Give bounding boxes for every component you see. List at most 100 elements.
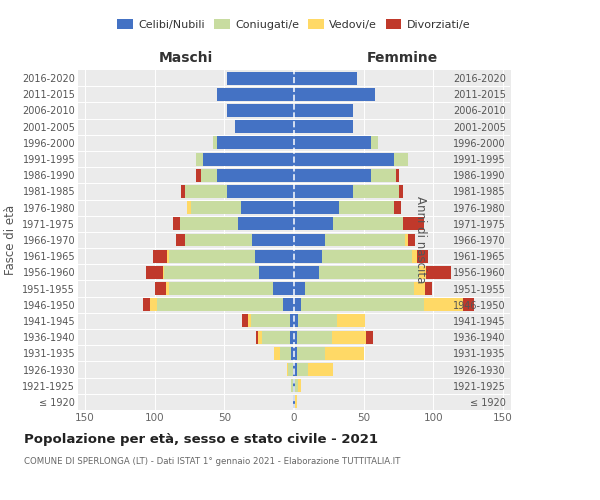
Bar [394, 152, 408, 166]
Text: Maschi: Maschi [159, 51, 213, 65]
Bar [294, 152, 394, 166]
Bar [227, 72, 294, 85]
Bar [294, 104, 353, 117]
Bar [295, 379, 298, 392]
Bar [298, 379, 301, 392]
Bar [176, 234, 185, 246]
Bar [291, 379, 293, 392]
Bar [337, 314, 365, 328]
Bar [167, 250, 169, 262]
Bar [294, 201, 338, 214]
Bar [155, 282, 166, 295]
Bar [297, 347, 325, 360]
Y-axis label: Fasce di età: Fasce di età [4, 205, 17, 275]
Bar [294, 88, 375, 101]
Bar [325, 234, 406, 246]
Legend: Celibi/Nubili, Coniugati/e, Vedovi/e, Divorziati/e: Celibi/Nubili, Coniugati/e, Vedovi/e, Di… [113, 14, 475, 34]
Text: COMUNE DI SPERLONGA (LT) - Dati ISTAT 1° gennaio 2021 - Elaborazione TUTTITALIA.: COMUNE DI SPERLONGA (LT) - Dati ISTAT 1°… [24, 458, 400, 466]
Bar [294, 396, 295, 408]
Bar [180, 218, 238, 230]
Bar [280, 347, 291, 360]
Bar [217, 169, 294, 181]
Bar [294, 169, 371, 181]
Bar [427, 266, 451, 279]
Bar [227, 104, 294, 117]
Bar [287, 363, 289, 376]
Bar [163, 266, 164, 279]
Bar [338, 201, 394, 214]
Text: Popolazione per età, sesso e stato civile - 2021: Popolazione per età, sesso e stato civil… [24, 432, 378, 446]
Bar [425, 282, 432, 295]
Bar [294, 234, 325, 246]
Bar [293, 363, 294, 376]
Bar [291, 347, 294, 360]
Bar [262, 330, 290, 344]
Bar [412, 250, 416, 262]
Text: Femmine: Femmine [367, 51, 437, 65]
Bar [398, 185, 403, 198]
Bar [297, 330, 332, 344]
Bar [294, 347, 297, 360]
Bar [367, 330, 373, 344]
Bar [290, 330, 294, 344]
Bar [294, 266, 319, 279]
Bar [298, 314, 337, 328]
Bar [259, 266, 294, 279]
Bar [290, 314, 294, 328]
Bar [235, 120, 294, 133]
Bar [394, 201, 401, 214]
Bar [151, 298, 157, 311]
Bar [143, 298, 151, 311]
Bar [293, 379, 294, 392]
Bar [146, 266, 163, 279]
Bar [353, 185, 398, 198]
Bar [332, 330, 367, 344]
Bar [305, 282, 414, 295]
Bar [203, 152, 294, 166]
Bar [274, 347, 280, 360]
Bar [187, 201, 191, 214]
Bar [419, 266, 427, 279]
Bar [308, 363, 333, 376]
Bar [416, 250, 428, 262]
Bar [185, 234, 252, 246]
Bar [371, 136, 377, 149]
Bar [217, 88, 294, 101]
Bar [217, 136, 294, 149]
Bar [294, 282, 305, 295]
Bar [191, 201, 241, 214]
Bar [256, 330, 258, 344]
Bar [333, 218, 403, 230]
Bar [196, 169, 200, 181]
Bar [371, 169, 396, 181]
Bar [242, 314, 248, 328]
Bar [294, 185, 353, 198]
Bar [403, 218, 424, 230]
Bar [166, 282, 169, 295]
Bar [424, 298, 463, 311]
Bar [241, 201, 294, 214]
Bar [322, 250, 412, 262]
Bar [293, 396, 294, 408]
Bar [164, 266, 259, 279]
Bar [414, 282, 425, 295]
Bar [294, 363, 297, 376]
Y-axis label: Anni di nascita: Anni di nascita [414, 196, 427, 284]
Bar [157, 298, 283, 311]
Bar [301, 298, 424, 311]
Bar [294, 250, 322, 262]
Bar [463, 298, 474, 311]
Bar [294, 314, 298, 328]
Bar [325, 347, 364, 360]
Bar [297, 363, 308, 376]
Bar [169, 250, 255, 262]
Bar [251, 314, 290, 328]
Bar [185, 185, 227, 198]
Bar [181, 185, 185, 198]
Bar [273, 282, 294, 295]
Bar [196, 152, 203, 166]
Bar [258, 330, 262, 344]
Bar [153, 250, 167, 262]
Bar [294, 72, 357, 85]
Bar [406, 234, 408, 246]
